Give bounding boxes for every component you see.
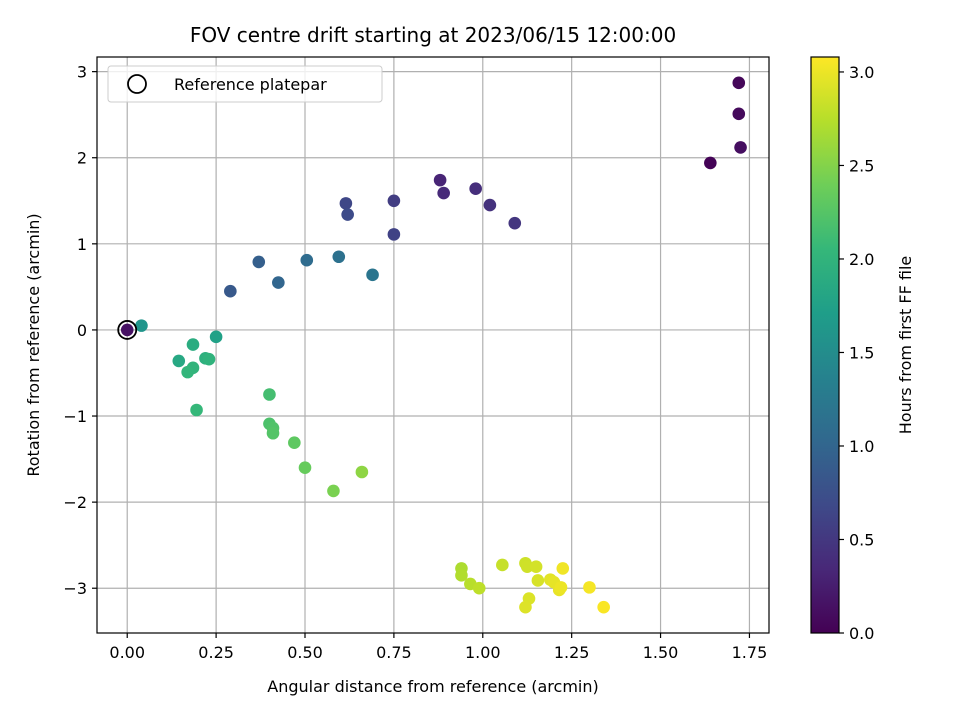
reference-platepar-marker <box>117 320 138 340</box>
x-tick-label: 1.50 <box>643 643 679 662</box>
legend-marker-icon <box>127 74 147 94</box>
data-point <box>556 562 570 575</box>
y-tick-label: 2 <box>77 149 87 168</box>
data-point <box>519 600 532 614</box>
data-point <box>300 253 314 267</box>
data-point <box>186 338 200 351</box>
legend-entry-label: Reference platepar <box>174 75 327 94</box>
colorbar-frame <box>810 56 840 634</box>
data-point <box>483 198 497 212</box>
data-point <box>597 600 610 614</box>
data-point <box>472 581 486 595</box>
data-point <box>508 216 522 230</box>
y-axis-ticks: −3 −2 −1 0 1 2 3 <box>63 63 97 598</box>
plot-background <box>97 57 769 633</box>
x-tick-label: 0.25 <box>198 643 234 662</box>
data-point <box>366 268 379 282</box>
data-point <box>437 186 450 200</box>
data-point <box>224 284 237 298</box>
y-tick-label: 3 <box>77 63 87 82</box>
data-point <box>529 560 543 574</box>
data-point <box>172 354 186 368</box>
data-point <box>531 574 545 587</box>
data-point <box>209 330 223 344</box>
x-axis-label: Angular distance from reference (arcmin) <box>267 677 598 696</box>
data-point <box>181 365 194 379</box>
chart-title: FOV centre drift starting at 2023/06/15 … <box>190 23 676 47</box>
y-tick-label: 1 <box>77 235 87 254</box>
data-point <box>252 255 266 269</box>
x-axis-ticks: 0.00 0.25 0.50 0.75 1.00 1.25 1.50 1.75 <box>109 633 767 662</box>
colorbar-label: Hours from first FF file <box>896 256 915 435</box>
data-point <box>355 465 369 479</box>
data-point <box>554 581 568 594</box>
colorbar-tick-label: 2.0 <box>849 250 874 269</box>
data-point <box>455 569 468 582</box>
data-point <box>298 461 312 474</box>
y-axis-label: Rotation from reference (arcmin) <box>24 213 43 476</box>
x-tick-label: 0.00 <box>109 643 145 662</box>
legend: Reference platepar <box>107 65 383 103</box>
data-point <box>272 276 285 289</box>
data-point <box>339 197 353 210</box>
data-point <box>520 560 534 574</box>
x-tick-label: 0.75 <box>376 643 412 662</box>
data-point <box>433 173 447 187</box>
x-tick-label: 1.25 <box>554 643 590 662</box>
data-point <box>341 208 354 221</box>
colorbar-tick-label: 1.5 <box>849 343 874 362</box>
colorbar-tick-label: 0.5 <box>849 530 874 549</box>
data-point <box>734 141 747 154</box>
data-point <box>704 156 717 170</box>
data-point <box>732 76 746 90</box>
data-point <box>332 250 346 264</box>
x-tick-label: 1.00 <box>465 643 501 662</box>
plot-area: 0.00 0.25 0.50 0.75 1.00 1.25 1.50 1.75 −3 −2 −1 0… <box>63 56 770 662</box>
colorbar-tick-label: 3.0 <box>849 63 874 82</box>
data-point <box>263 388 276 401</box>
colorbar: 0.0 0.5 1.0 1.5 2.0 2.5 3.0 Hours from first F… <box>810 56 915 643</box>
data-point <box>190 403 203 417</box>
data-point <box>327 484 340 498</box>
data-point <box>387 228 401 241</box>
y-tick-label: 0 <box>77 321 87 340</box>
data-point <box>135 319 148 332</box>
data-point <box>266 426 280 440</box>
y-tick-label: −3 <box>63 579 87 598</box>
data-point <box>583 581 596 594</box>
x-tick-label: 1.75 <box>732 643 768 662</box>
colorbar-tick-label: 1.0 <box>849 437 874 456</box>
data-points <box>120 76 747 614</box>
colorbar-tick-label: 2.5 <box>849 156 874 175</box>
grid <box>97 57 769 633</box>
data-point <box>732 107 746 121</box>
plot-frame <box>96 56 770 634</box>
data-point <box>496 558 509 572</box>
data-point <box>120 323 134 337</box>
data-point <box>202 352 216 366</box>
x-tick-label: 0.50 <box>287 643 323 662</box>
data-point <box>288 436 301 450</box>
y-tick-label: −2 <box>63 493 87 512</box>
data-point <box>387 194 401 208</box>
legend-box <box>107 65 383 103</box>
colorbar-tick-label: 0.0 <box>849 624 874 643</box>
colorbar-ticks: 0.0 0.5 1.0 1.5 2.0 2.5 3.0 <box>839 63 874 643</box>
colorbar-gradient <box>811 57 839 633</box>
data-point <box>469 182 482 196</box>
y-tick-label: −1 <box>63 407 87 426</box>
